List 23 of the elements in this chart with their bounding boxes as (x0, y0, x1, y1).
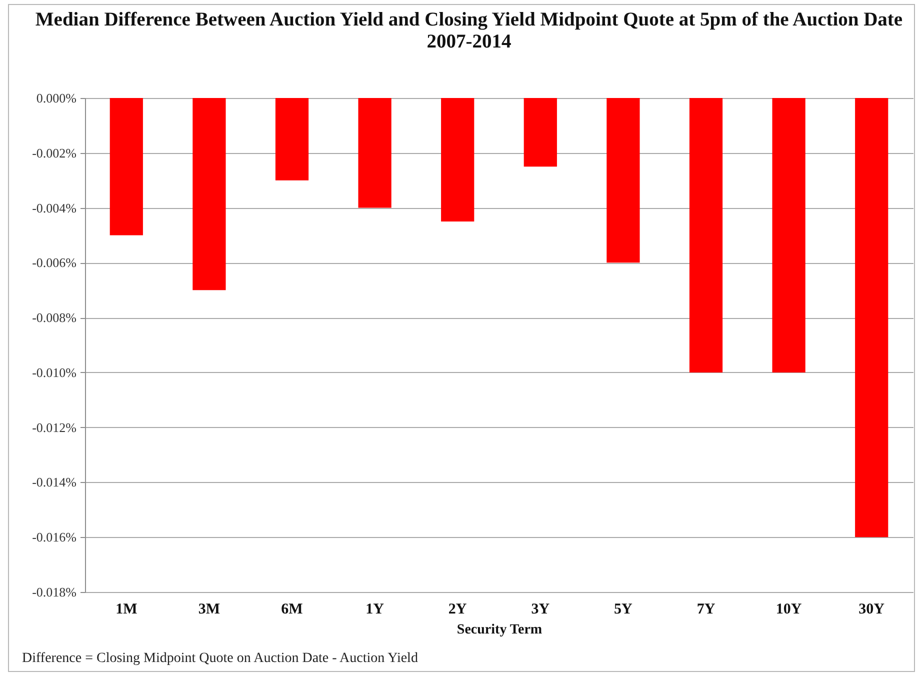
chart-title: Median Difference Between Auction Yield and Closing Yield Midpoint Quote at 5pm of the Auction Date 2007-2014 (35, 10, 903, 52)
text: Difference = Closing Midpoint Quote on Auction Date - Auction Yield (22, 651, 418, 666)
y-tick-label: -0.006% (32, 255, 77, 270)
y-tick-label: -0.014% (32, 474, 77, 490)
x-tick-label: 3Y (531, 602, 550, 618)
y-tick-label: -0.010% (32, 364, 77, 380)
x-axis-title: Security Term (456, 622, 542, 638)
y-tick-label: -0.002% (32, 145, 77, 160)
x-tick-label: 10Y (776, 602, 802, 618)
y-tick-label: -0.016% (32, 530, 77, 545)
x-tick-label: 3M (198, 602, 220, 618)
x-tick-label: 1Y (366, 602, 384, 618)
y-tick-label: -0.008% (32, 310, 77, 326)
y-tick-label: -0.018% (32, 584, 77, 600)
x-tick-label: 7Y (696, 602, 716, 618)
x-tick-label: 1M (116, 602, 138, 618)
y-tick-label: -0.012% (32, 420, 77, 435)
x-tick-label: 2Y (448, 602, 467, 618)
y-tick-label: -0.004% (32, 200, 77, 216)
x-tick-label: 30Y (858, 602, 885, 618)
x-tick-label: 5Y (614, 602, 633, 618)
y-tick-label: 0.000% (36, 90, 77, 106)
x-tick-label: 6M (281, 602, 303, 618)
